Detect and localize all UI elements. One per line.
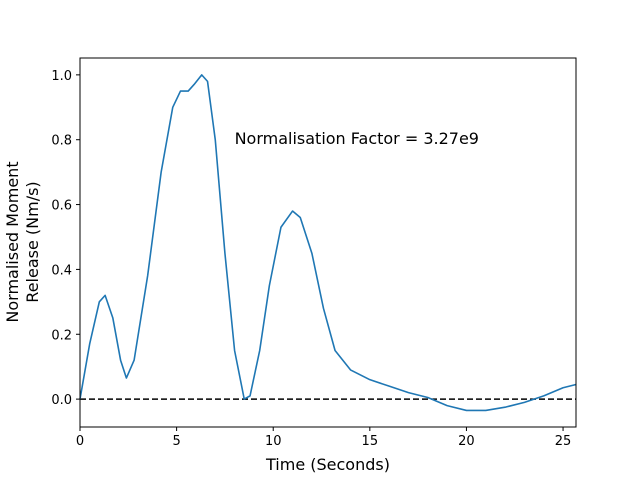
annotation: Normalisation Factor = 3.27e9	[235, 129, 479, 148]
y-tick-label: 0.8	[51, 134, 72, 149]
x-tick-label: 20	[458, 434, 475, 449]
y-tick-label: 0.0	[51, 393, 72, 408]
y-axis-label: Release (Nm/s)	[23, 181, 42, 302]
y-tick-label: 1.0	[51, 69, 72, 84]
x-tick-label: 25	[555, 434, 572, 449]
data-line	[79, 74, 577, 412]
y-tick-label: 0.6	[51, 199, 72, 214]
y-tick-label: 0.4	[51, 263, 72, 278]
plot-area	[79, 74, 577, 412]
y-tick-label: 0.2	[51, 328, 72, 343]
x-tick-label: 10	[265, 434, 282, 449]
axes-frame	[79, 57, 577, 428]
x-tick-label: 15	[362, 434, 379, 449]
x-tick-label: 0	[76, 434, 84, 449]
y-axis-label: Normalised Moment	[3, 161, 22, 322]
x-axis-label: Time (Seconds)	[265, 455, 390, 474]
x-tick-label: 5	[172, 434, 180, 449]
